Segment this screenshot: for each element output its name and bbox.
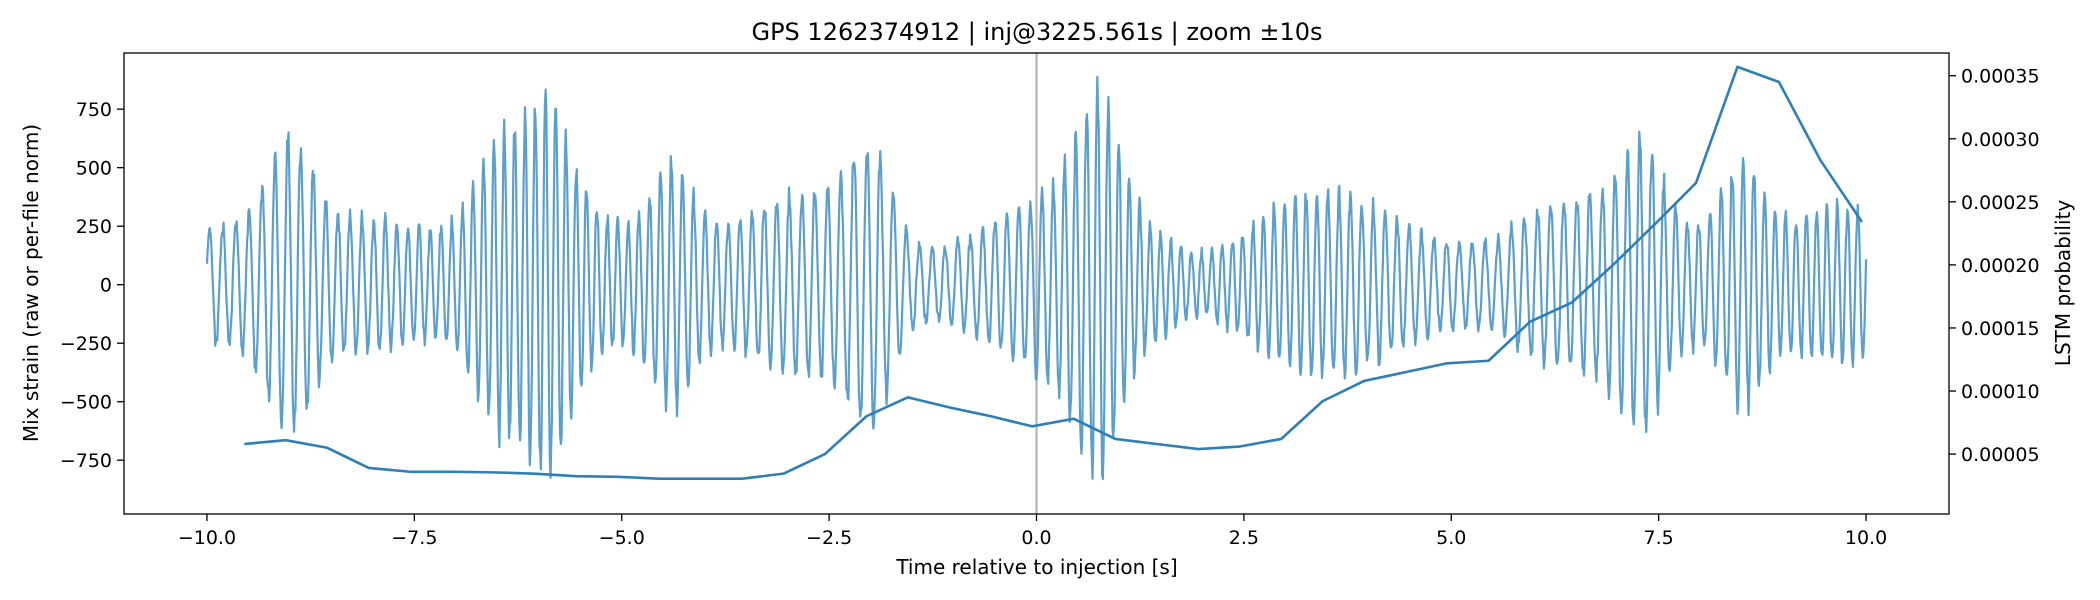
plot-frame [123,52,1950,515]
x-tick-label: 2.5 [1229,527,1259,549]
x-tick-label: 0.0 [1021,527,1051,549]
y-left-tick-label: −500 [60,392,112,414]
y-right-tick-label: 0.00030 [1961,129,2040,151]
y-right-tick-label: 0.00005 [1961,444,2040,466]
strain-series-line [205,75,1868,481]
x-tick-label: 10.0 [1845,527,1887,549]
lstm-probability-line [244,65,1863,480]
chart-title: GPS 1262374912 | inj@3225.561s | zoom ±1… [751,18,1322,46]
y-axis-label-right: LSTM probability [2051,200,2075,367]
y-left-tick-label: 500 [76,158,112,180]
y-left-tick-label: 0 [100,275,112,297]
y-left-tick-label: −750 [60,450,112,472]
x-tick-label: 7.5 [1644,527,1674,549]
y-right-tick-label: 0.00020 [1961,255,2040,277]
y-axis-label-left: Mix strain (raw or per-file norm) [19,124,43,442]
axes-ticks: −10.0 −7.5 −5.0 −2.5 0.0 2.5 5.0 7.5 10.0 750 500 2… [60,66,2040,549]
y-left-tick-label: 750 [76,99,112,121]
plot-area [205,53,1868,514]
y-right-tick-label: 0.00010 [1961,381,2040,403]
x-tick-label: −5.0 [599,527,645,549]
y-right-tick-label: 0.00025 [1961,192,2040,214]
x-axis-label: Time relative to injection [s] [895,555,1177,579]
y-right-tick-label: 0.00035 [1961,66,2040,88]
y-left-tick-label: 250 [76,216,112,238]
y-left-tick-label: −250 [60,333,112,355]
x-tick-label: −10.0 [178,527,236,549]
x-tick-label: −7.5 [391,527,437,549]
x-tick-label: 5.0 [1436,527,1466,549]
y-right-tick-label: 0.00015 [1961,318,2040,340]
x-tick-label: −2.5 [806,527,852,549]
